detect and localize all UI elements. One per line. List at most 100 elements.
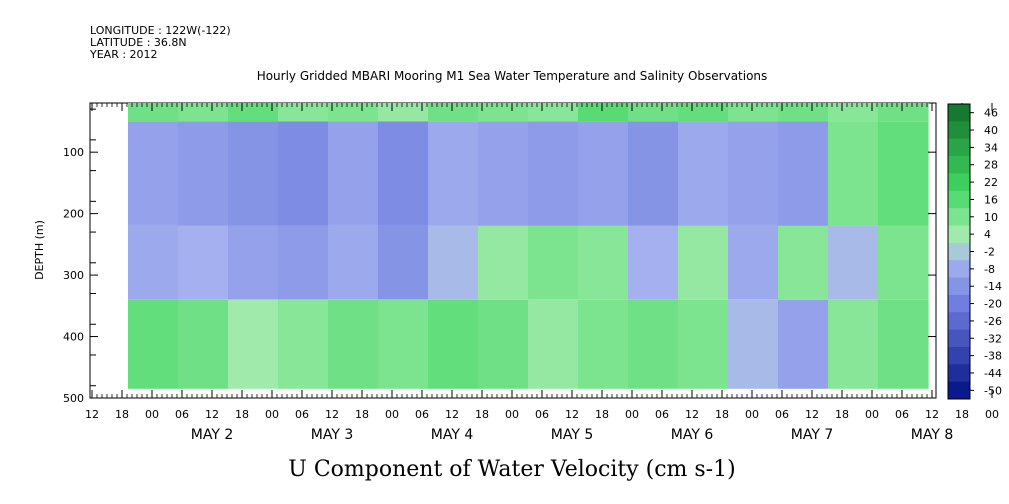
colorbar-swatch [948,225,970,244]
heatmap-cell [828,299,879,389]
x-tick-label: 12 [85,408,99,421]
heatmap-cell [128,299,179,389]
colorbar-tick-label: 4 [984,228,991,241]
heatmap-cell [178,299,229,389]
x-tick-label: 12 [685,408,699,421]
heatmap-cell [878,121,929,226]
colorbar: 46 40 34 28 22 16 10 4 -2 -8 -14 -20 -26 -32 -38 -44 -50 [947,103,1002,400]
y-tick-label: 200 [63,208,84,221]
colorbar-swatch [948,156,970,174]
x-day-label: MAY 2 [191,427,233,443]
x-tick-label: 06 [175,408,189,421]
x-tick-label: 00 [985,408,999,421]
year-label: YEAR : 2012 [90,48,158,61]
colorbar-swatch [948,104,970,122]
colorbar-swatch [948,381,970,400]
heatmap-cell [428,299,479,389]
heatmap-cell [328,121,379,226]
x-tick-label: 12 [205,408,219,421]
heatmap-cell [828,103,879,122]
x-tick-label: 12 [805,408,819,421]
heatmap-cell [778,121,829,226]
y-tick-label: 300 [63,269,84,282]
heatmap-cell [228,121,279,226]
heatmap-cell [478,103,529,122]
y-tick-label: 500 [63,392,84,405]
colorbar-tick-label: -2 [984,246,995,259]
heatmap-cell [728,299,779,389]
heatmap-cell [778,299,829,389]
x-tick-label: 18 [355,408,369,421]
heatmap-cell [528,299,579,389]
heatmap-cell [678,225,729,300]
heatmap-cell [278,225,329,300]
colorbar-tick-label: 22 [984,176,998,189]
colorbar-tick-label: 40 [984,124,998,137]
heatmap-cell [278,103,329,122]
heatmap-cell [878,103,929,122]
x-tick-label: 00 [385,408,399,421]
heatmap-cell [328,299,379,389]
heatmap-cell [428,225,479,300]
colorbar-tick-label: 16 [984,193,998,206]
heatmap-cell [728,225,779,300]
heatmap-cell [228,299,279,389]
heatmap-cell [528,103,579,122]
colorbar-frame [947,103,971,400]
colorbar-tick-label: 10 [984,211,998,224]
heatmap-cell [728,121,779,226]
colorbar-tick-label: 34 [984,141,998,154]
colorbar-swatch [948,208,970,226]
y-axis-label: DEPTH (m) [33,220,46,280]
x-day-label: MAY 3 [311,427,353,443]
heatmap-cell [178,103,229,122]
heatmap-cell [628,103,679,122]
x-tick-label: 00 [505,408,519,421]
heatmap-cell [678,299,729,389]
heatmap-cell [828,225,879,300]
colorbar-swatch [948,138,970,157]
heatmap-cell [878,225,929,300]
x-tick-label: 00 [625,408,639,421]
colorbar-tick-label: -50 [984,384,1002,397]
heatmap-cell [178,225,229,300]
longitude-label: LONGITUDE : 122W(-122) [90,24,231,37]
colorbar-swatch [948,329,970,348]
heatmap-cell [578,103,629,122]
heatmap-cell [228,103,279,122]
x-tick-label: 00 [265,408,279,421]
x-day-label: MAY 6 [671,427,714,443]
x-tick-label: 06 [415,408,429,421]
heatmap-cell [228,225,279,300]
x-tick-label: 12 [445,408,459,421]
x-day-label: MAY 5 [551,427,593,443]
heatmap-cell [128,121,179,226]
x-tick-label: 06 [895,408,909,421]
heatmap-cell [528,121,579,226]
heatmap-cells [128,103,929,389]
x-tick-label: 06 [295,408,309,421]
heatmap-cell [378,299,429,389]
heatmap-cell [328,103,379,122]
colorbar-swatch [948,242,970,261]
x-tick-label: 18 [715,408,729,421]
heatmap-cell [878,299,929,389]
chart-title: Hourly Gridded MBARI Mooring M1 Sea Wate… [257,69,768,83]
heatmap-cell [628,299,679,389]
heatmap-cell [578,299,629,389]
colorbar-tick-label: -26 [984,315,1002,328]
x-tick-label: 12 [325,408,339,421]
x-tick-label: 00 [865,408,879,421]
colorbar-tick-label: -20 [984,298,1002,311]
heatmap-cell [128,103,179,122]
colorbar-swatch [948,312,970,331]
colorbar-swatch [948,173,970,192]
heatmap-cell [628,121,679,226]
x-tick-label: 06 [535,408,549,421]
heatmap-cell [578,121,629,226]
x-tick-label: 18 [235,408,249,421]
heatmap-cell [128,225,179,300]
colorbar-tick-label: 46 [984,107,998,120]
x-tick-label: 00 [145,408,159,421]
